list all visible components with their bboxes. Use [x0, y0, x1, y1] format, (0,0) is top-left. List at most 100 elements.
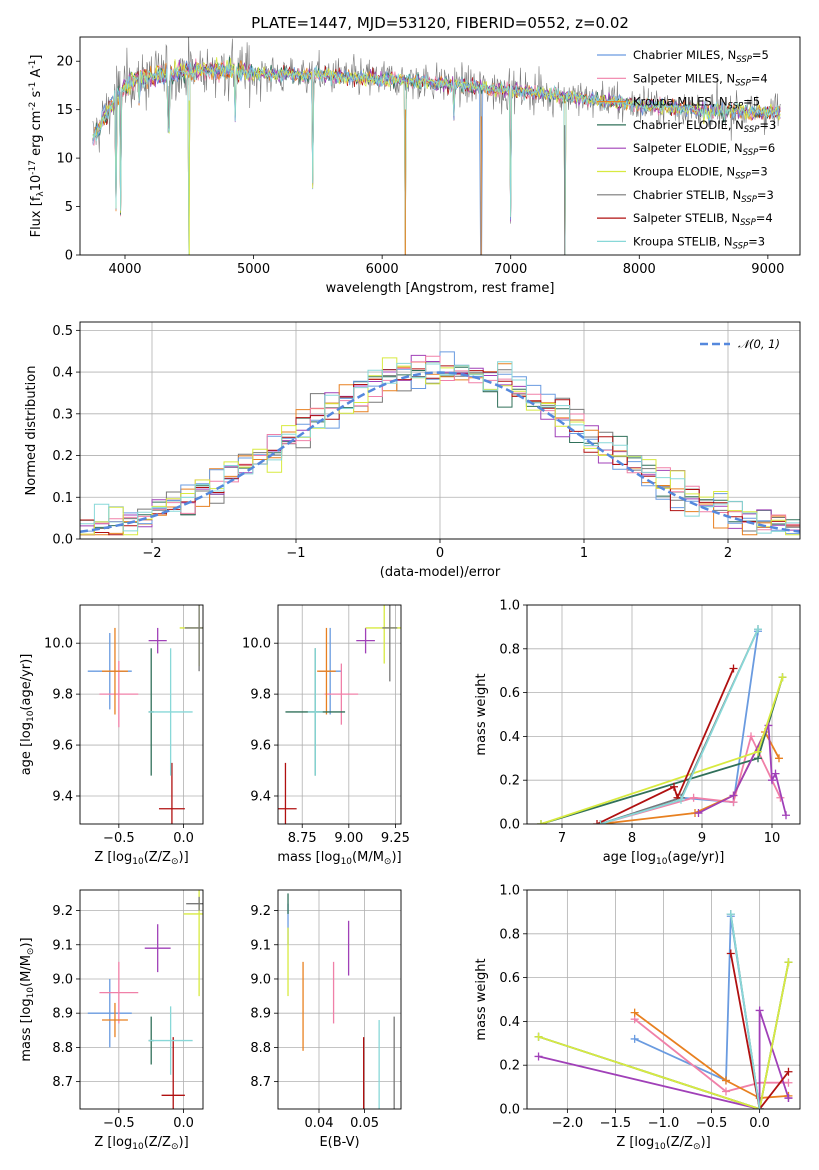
histogram-series [80, 361, 800, 536]
y-tick-label: 0.2 [52, 449, 73, 464]
legend-label: Kroupa ELODIE, NSSP=3 [633, 165, 768, 182]
legend-label: Chabrier STELIB, NSSP=3 [633, 188, 774, 205]
z-weight-panel: −2.0 −1.5 −1.0 −0.5 0.0 0.0 0.2 0.4 0.6 0.8 1.0 Z [… [474, 884, 801, 1152]
y-tick-label: 15 [56, 103, 73, 118]
y-tick-label: 20 [56, 55, 73, 70]
weight-marker [596, 820, 605, 824]
y-axis-label: mass weight [474, 958, 489, 1040]
y-tick-label: 9.1 [250, 938, 271, 953]
legend-label: Kroupa MILES, NSSP=5 [633, 95, 760, 112]
y-tick-label: 9.1 [52, 938, 73, 953]
x-axis-label: wavelength [Angstrom, rest frame] [326, 281, 555, 296]
x-tick-label: 5000 [237, 262, 270, 277]
weight-marker [726, 949, 735, 958]
y-tick-label: 9.0 [250, 972, 271, 987]
y-tick-label: 8.7 [52, 1075, 73, 1090]
weight-series [729, 953, 790, 1109]
axes-frame [79, 604, 204, 825]
weight-marker [784, 1094, 793, 1103]
weight-marker [771, 769, 780, 778]
x-axis-label: Z [log10(Z/Z⊙)] [94, 850, 188, 867]
errorbar-point [307, 648, 323, 776]
spectrum-lines [92, 37, 781, 255]
x-tick-label: 2 [724, 546, 732, 561]
y-tick-label: 9.4 [250, 789, 271, 804]
x-tick-label: −0.5 [103, 1116, 135, 1131]
axes-frame [526, 889, 801, 1110]
y-tick-label: 9.6 [250, 739, 271, 754]
x-tick-label: −0.5 [696, 1116, 728, 1131]
weight-marker [630, 1034, 639, 1043]
spectrum-series [92, 60, 781, 255]
y-tick-label: 9.0 [52, 972, 73, 987]
errorbar-point [102, 627, 128, 715]
y-tick-label: 0 [65, 249, 73, 264]
y-tick-label: 9.8 [52, 688, 73, 703]
y-tick-label: 0.6 [499, 686, 520, 701]
axes-frame [79, 321, 801, 540]
weight-marker [729, 791, 738, 800]
z-age-panel: −0.5 0.0 9.4 9.6 9.8 10.0 Z [log10(Z/Z⊙)] age [… [19, 604, 204, 867]
figure-title: PLATE=1447, MJD=53120, FIBERID=0552, z=0… [251, 14, 629, 32]
weight-lines [537, 625, 790, 824]
x-axis-label: Z [log10(Z/Z⊙)] [94, 1135, 188, 1152]
y-tick-label: 8.8 [250, 1041, 271, 1056]
x-tick-label: 7000 [494, 262, 527, 277]
histograms [80, 351, 800, 536]
y-tick-label: 9.4 [52, 789, 73, 804]
residuals-panel: −2 −1 0 1 2 0.0 0.1 0.2 0.3 0.4 0.5 (data-model)/er… [24, 321, 801, 580]
weight-marker [778, 673, 787, 682]
weight-marker [677, 795, 685, 804]
y-axis-label: mass [log10(M/M⊙)] [19, 937, 36, 1061]
x-tick-label: 9 [698, 831, 706, 846]
legend: Chabrier MILES, NSSP=5 Salpeter MILES, NS… [597, 48, 776, 251]
x-tick-label: 0.0 [749, 1116, 770, 1131]
legend-label: Salpeter MILES, NSSP=4 [633, 71, 768, 88]
x-tick-label: 7 [558, 831, 566, 846]
x-tick-label: 6000 [366, 262, 399, 277]
errorbar-point [183, 890, 203, 997]
x-tick-label: −1.5 [600, 1116, 632, 1131]
y-tick-label: 9.6 [52, 739, 73, 754]
x-tick-label: 0.05 [350, 1116, 379, 1131]
y-tick-label: 0.6 [499, 971, 520, 986]
y-tick-label: 8.9 [52, 1007, 73, 1022]
y-axis-label: mass weight [474, 673, 489, 755]
y-axis-label: Normed distribution [24, 366, 39, 496]
legend-label: Chabrier ELODIE, NSSP=3 [633, 118, 776, 135]
age-weight-panel: 7 8 9 10 0.0 0.2 0.4 0.6 0.8 1.0 age [log10(age/yr… [474, 599, 801, 867]
weight-marker [726, 910, 735, 919]
y-tick-label: 9.2 [250, 904, 271, 919]
x-tick-label: 4000 [108, 262, 141, 277]
legend-label: 𝒩(0, 1) [738, 337, 780, 351]
x-tick-label: 9.00 [334, 831, 363, 846]
z-mass-panel: −0.5 0.0 8.7 8.8 8.9 9.0 9.1 9.2 Z [log10(Z/Z⊙)]… [19, 889, 204, 1152]
y-tick-label: 0.0 [499, 818, 520, 833]
y-tick-label: 8.8 [52, 1041, 73, 1056]
x-tick-label: −1 [286, 546, 305, 561]
weight-marker [729, 664, 738, 673]
axes-frame [277, 889, 402, 1110]
weight-marker [755, 1006, 764, 1015]
weight-marker [784, 958, 793, 967]
legend-label: Kroupa STELIB, NSSP=3 [633, 234, 765, 251]
y-tick-label: 0.8 [499, 927, 520, 942]
errorbar-point [87, 978, 132, 1048]
weight-marker [754, 747, 762, 756]
weight-marker [775, 754, 783, 763]
weight-marker [721, 1087, 730, 1096]
mass-age-panel: 8.75 9.00 9.25 9.4 9.6 9.8 10.0 mass [log10(M/M… [242, 604, 410, 867]
errorbar-point [99, 661, 139, 728]
weight-series [698, 722, 787, 816]
y-tick-label: 8.7 [250, 1075, 271, 1090]
x-tick-label: −2.0 [552, 1116, 584, 1131]
x-axis-label: Z [log10(Z/Z⊙)] [616, 1135, 710, 1152]
y-tick-label: 0.4 [499, 1015, 520, 1030]
y-tick-label: 0.4 [52, 366, 73, 381]
weight-marker [784, 1067, 793, 1076]
x-tick-label: −1.0 [648, 1116, 680, 1131]
y-tick-label: 0.0 [52, 533, 73, 548]
y-axis-label: age [log10(age/yr)] [19, 654, 36, 776]
weight-lines [534, 910, 793, 1109]
